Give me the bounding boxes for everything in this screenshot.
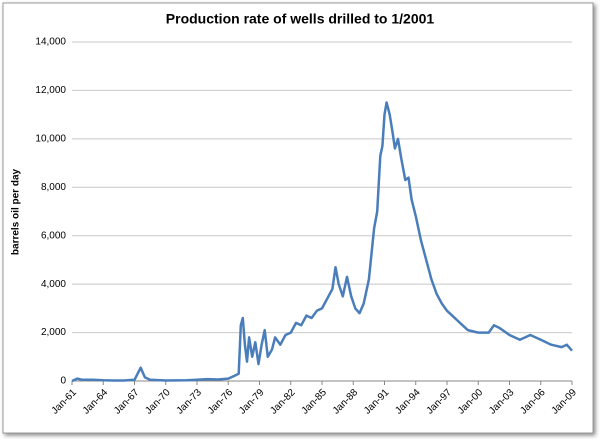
y-tick-label: 10,000: [35, 133, 66, 144]
y-tick-label: 14,000: [35, 37, 66, 48]
y-tick-label: 0: [60, 376, 66, 387]
y-tick-label: 12,000: [35, 85, 66, 96]
data-line: [71, 101, 573, 383]
y-tick-label: 6,000: [41, 230, 66, 241]
y-axis-label: barrels oil per day: [11, 168, 22, 255]
y-tick-label: 2,000: [41, 327, 66, 338]
y-tick-label: 8,000: [41, 182, 66, 193]
y-tick-label: 4,000: [41, 279, 66, 290]
chart-frame: [2, 2, 594, 434]
chart-title: Production rate of wells drilled to 1/20…: [166, 11, 435, 27]
